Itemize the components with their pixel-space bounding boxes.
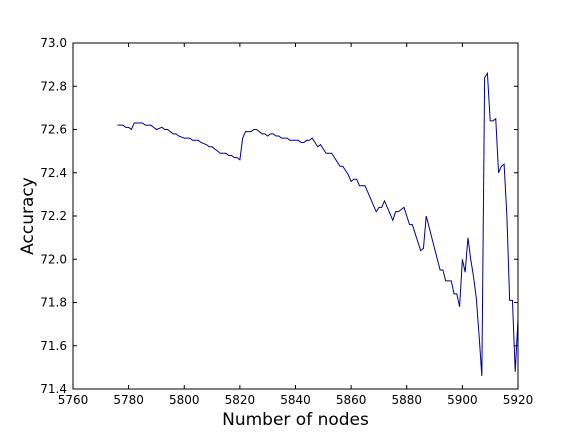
x-tick-label: 5800 [169,393,200,407]
x-tick-label: 5880 [391,393,422,407]
x-tick-label: 5760 [58,393,89,407]
y-tick-label: 71.4 [40,382,67,396]
series-line-0 [117,71,518,377]
y-tick-label: 72.0 [40,252,67,266]
x-tick-label: 5780 [113,393,144,407]
y-tick-label: 73.0 [40,36,67,50]
x-tick-label: 5920 [503,393,534,407]
x-tick-label: 5820 [225,393,256,407]
x-tick-label: 5900 [447,393,478,407]
y-tick-label: 72.6 [40,123,67,137]
x-axis-label: Number of nodes [222,410,369,430]
x-tick-label: 5840 [280,393,311,407]
y-tick-label: 72.2 [40,209,67,223]
y-tick-label: 72.8 [40,79,67,93]
x-tick-label: 5860 [336,393,367,407]
y-tick-label: 71.8 [40,296,67,310]
y-tick-label: 72.4 [40,166,67,180]
y-axis-label: Accuracy [18,177,38,255]
y-tick-label: 71.6 [40,339,67,353]
